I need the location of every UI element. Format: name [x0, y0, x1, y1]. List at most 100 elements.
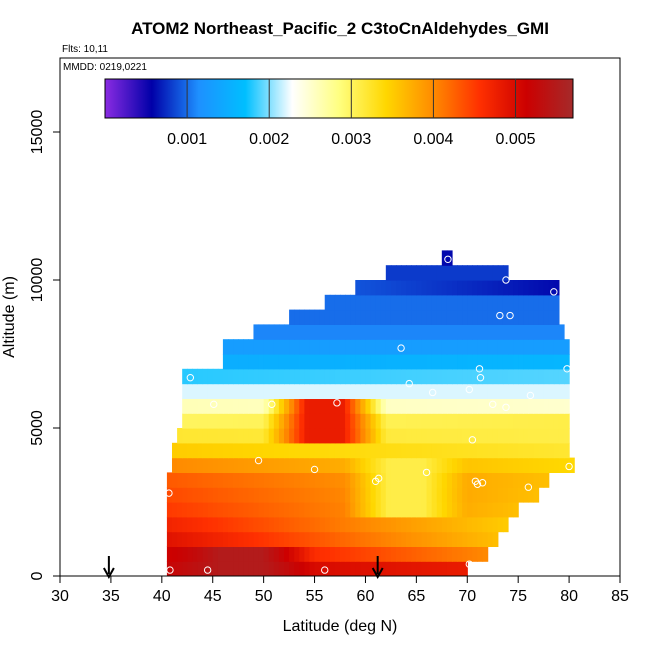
- heatmap-cell: [212, 383, 219, 399]
- heatmap-cell: [533, 398, 540, 414]
- heatmap-cell: [497, 502, 504, 518]
- heatmap-cell: [294, 368, 300, 385]
- heatmap-cell: [390, 457, 397, 473]
- heatmap-cell: [253, 413, 260, 429]
- data-point: [203, 566, 212, 574]
- heatmap-cell: [253, 339, 260, 355]
- heatmap-cell: [467, 428, 473, 444]
- heatmap-cell: [340, 428, 346, 444]
- heatmap-cell: [217, 457, 224, 473]
- heatmap-cell: [452, 516, 458, 533]
- heatmap-cell: [446, 368, 453, 385]
- heatmap-cell: [416, 265, 423, 281]
- heatmap-cell: [518, 324, 524, 340]
- heatmap-cell: [324, 324, 331, 340]
- heatmap-cell: [187, 487, 193, 503]
- heatmap-cell: [299, 413, 305, 429]
- heatmap-cell: [523, 442, 529, 459]
- heatmap-cell: [528, 383, 535, 399]
- heatmap-cell: [513, 280, 519, 296]
- heatmap-cell: [472, 280, 479, 296]
- heatmap-cell: [441, 516, 448, 533]
- heatmap-cell: [182, 457, 188, 473]
- heatmap-cell: [452, 324, 458, 340]
- heatmap-cell: [533, 472, 540, 488]
- heatmap-cell: [390, 546, 397, 562]
- heatmap-cell: [355, 561, 361, 576]
- heatmap-cell: [421, 428, 428, 444]
- heatmap-cell: [329, 309, 336, 325]
- colorbar-tick-label: 0.005: [496, 131, 536, 148]
- data-point: [321, 566, 329, 574]
- heatmap-cell: [202, 472, 209, 488]
- heatmap-cell: [289, 442, 295, 459]
- heatmap-cell: [375, 413, 382, 429]
- heatmap-cell: [441, 309, 448, 325]
- x-tick-label: 40: [153, 588, 171, 605]
- heatmap-cell: [212, 502, 219, 518]
- heatmap-cell: [487, 280, 494, 296]
- heatmap-cell: [436, 339, 443, 355]
- heatmap-cell: [482, 324, 489, 340]
- heatmap-cell: [548, 428, 555, 444]
- arrow-marker: [102, 556, 115, 580]
- heatmap-cell: [324, 442, 331, 459]
- heatmap-cell: [380, 442, 387, 459]
- heatmap-cell: [375, 280, 382, 296]
- heatmap-cell: [457, 516, 463, 533]
- heatmap-cell: [497, 472, 504, 488]
- heatmap-cell: [355, 294, 361, 311]
- heatmap-cell: [487, 339, 494, 355]
- heatmap-cell: [452, 502, 458, 518]
- heatmap-cell: [278, 472, 285, 488]
- heatmap-cell: [411, 502, 417, 518]
- heatmap-cell: [482, 531, 489, 547]
- data-point: [310, 465, 319, 474]
- heatmap-cell: [166, 531, 173, 547]
- heatmap-cell: [197, 531, 204, 547]
- heatmap-cell: [370, 294, 377, 311]
- heatmap-cell: [452, 368, 458, 385]
- heatmap-cell: [564, 428, 570, 444]
- heatmap-cell: [187, 442, 193, 459]
- heatmap-cell: [528, 324, 535, 340]
- heatmap-cell: [304, 546, 311, 562]
- heatmap-cell: [309, 368, 316, 385]
- heatmap-cell: [278, 442, 285, 459]
- heatmap-cell: [375, 398, 382, 414]
- heatmap-cell: [370, 324, 377, 340]
- heatmap-cell: [370, 516, 377, 533]
- heatmap-cell: [334, 368, 341, 385]
- heatmap-cell: [457, 502, 463, 518]
- heatmap-cell: [416, 339, 423, 355]
- heatmap-cell: [299, 516, 305, 533]
- heatmap-cell: [375, 487, 382, 503]
- heatmap-cell: [319, 383, 326, 399]
- heatmap-cell: [258, 324, 265, 340]
- heatmap-cell: [192, 428, 199, 444]
- heatmap-cell: [314, 309, 321, 325]
- heatmap-cell: [543, 398, 550, 414]
- heatmap-cell: [207, 398, 214, 414]
- heatmap-cell: [462, 294, 468, 311]
- heatmap-cell: [268, 472, 275, 488]
- heatmap-cell: [365, 546, 372, 562]
- heatmap-cell: [385, 398, 392, 414]
- heatmap-cell: [268, 368, 275, 385]
- heatmap-cell: [340, 516, 346, 533]
- heatmap-cell: [416, 309, 423, 325]
- heatmap-cell: [558, 398, 565, 414]
- heatmap-cell: [289, 472, 295, 488]
- heatmap-cell: [452, 413, 458, 429]
- heatmap-cell: [553, 398, 560, 414]
- heatmap-cell: [482, 502, 489, 518]
- heatmap-cell: [314, 561, 321, 576]
- heatmap-cell: [518, 309, 524, 325]
- heatmap-cell: [268, 398, 275, 414]
- heatmap-cell: [528, 442, 535, 459]
- heatmap-cell: [375, 383, 382, 399]
- heatmap-cell: [294, 546, 300, 562]
- heatmap-cell: [518, 280, 524, 296]
- heatmap-cell: [314, 383, 321, 399]
- heatmap-cell: [166, 487, 173, 503]
